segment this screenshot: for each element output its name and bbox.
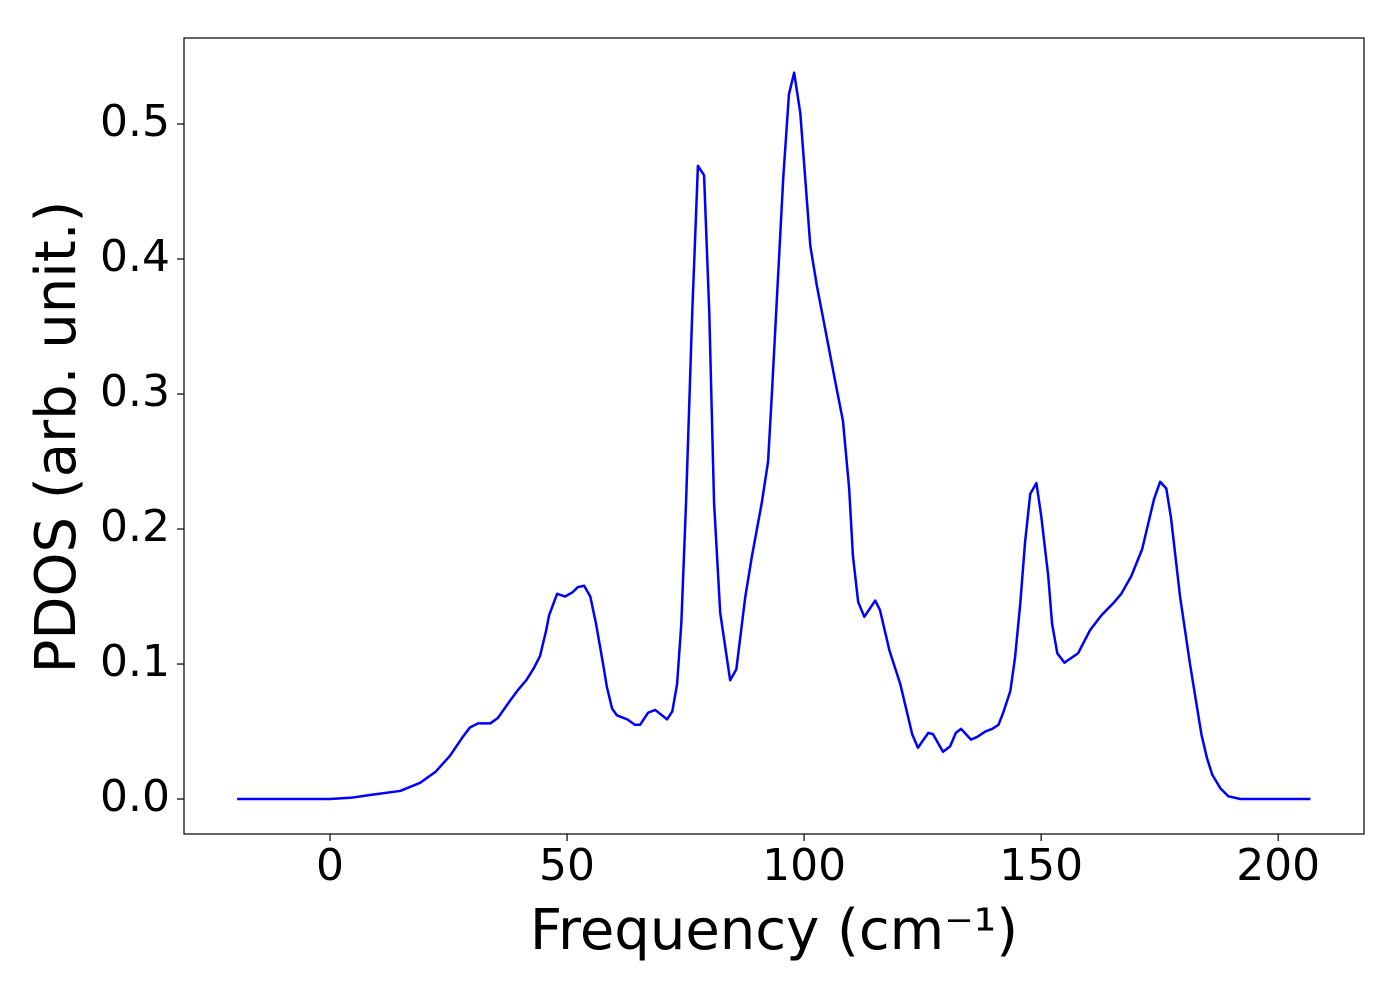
plot-frame xyxy=(183,37,1365,835)
x-tick-label: 150 xyxy=(999,840,1083,891)
x-tick-label: 100 xyxy=(762,840,846,891)
y-tick-label: 0.2 xyxy=(100,501,170,552)
data-line xyxy=(237,71,1311,801)
y-tick-label: 0.3 xyxy=(100,366,170,417)
x-axis-label: Frequency (cm⁻¹) xyxy=(530,898,1018,963)
y-tick-label: 0.5 xyxy=(100,96,170,147)
x-tick-label: 50 xyxy=(539,840,595,891)
y-tick-label: 0.4 xyxy=(100,231,170,282)
x-tick-label: 200 xyxy=(1236,840,1320,891)
y-axis-label: PDOS (arb. unit.) xyxy=(24,201,89,674)
x-tick-label: 0 xyxy=(316,840,344,891)
y-tick-label: 0.1 xyxy=(100,636,170,687)
y-tick-label: 0.0 xyxy=(100,771,170,822)
